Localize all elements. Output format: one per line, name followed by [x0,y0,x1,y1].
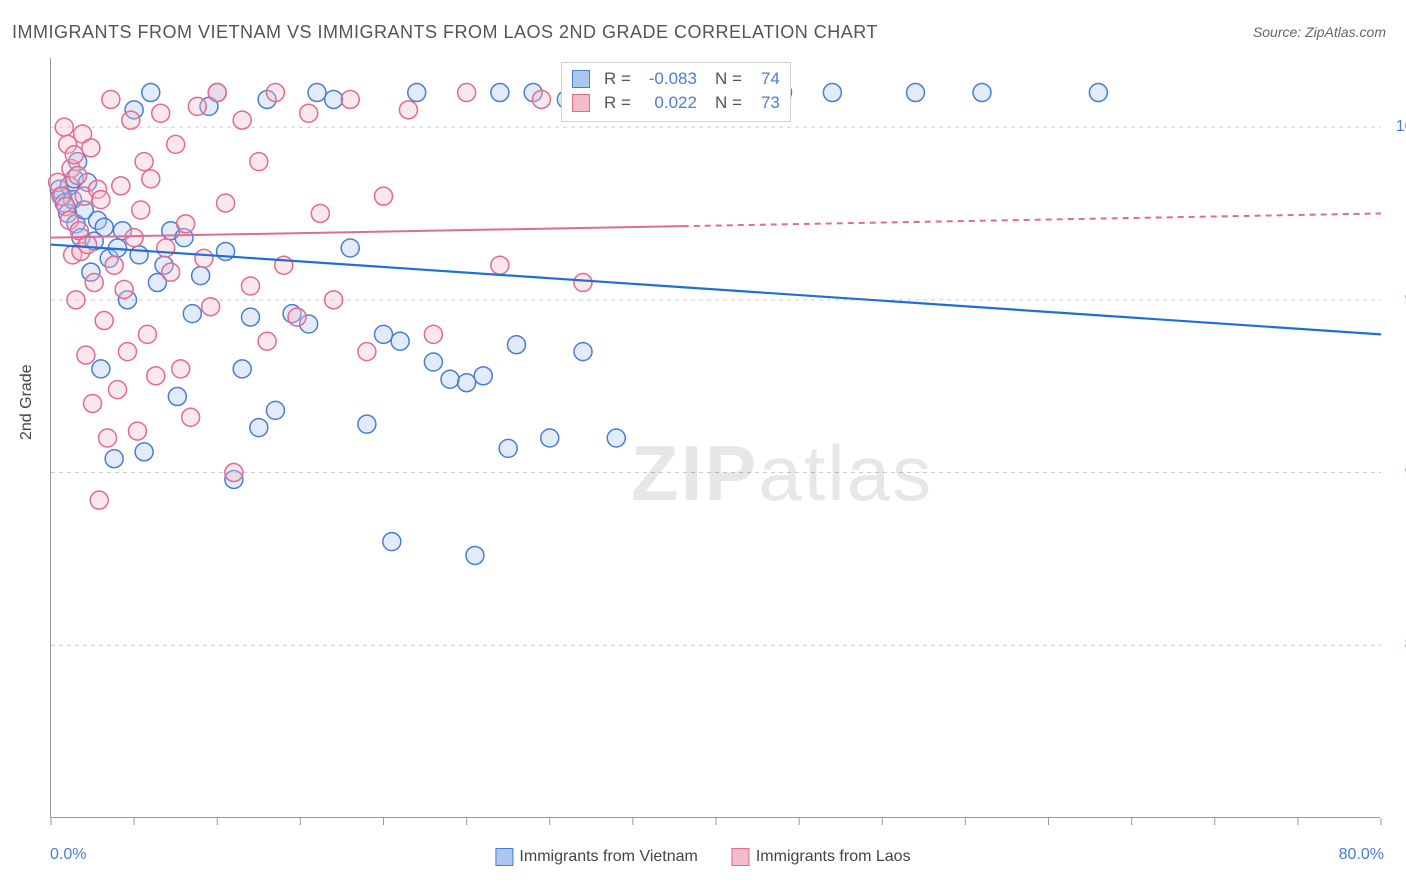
legend-bottom: Immigrants from Vietnam Immigrants from L… [495,848,910,866]
legend-item: Immigrants from Vietnam [495,848,697,866]
stat-n-label: N = [715,69,742,89]
legend-swatch [732,848,750,866]
stat-n-value: 73 [750,93,780,113]
legend-label: Immigrants from Laos [756,848,911,865]
stat-r-label: R = [604,93,631,113]
stat-r-value: 0.022 [639,93,697,113]
stat-swatch [572,70,590,88]
chart-title: IMMIGRANTS FROM VIETNAM VS IMMIGRANTS FR… [12,22,878,43]
stat-n-label: N = [715,93,742,113]
stat-n-value: 74 [750,69,780,89]
legend-swatch [495,848,513,866]
legend-item: Immigrants from Laos [732,848,911,866]
stat-swatch [572,94,590,112]
x-axis-end-label: 80.0% [1339,846,1384,864]
y-axis-label: 2nd Grade [18,364,36,440]
y-tick-label: 100.0% [1396,118,1406,136]
source-attribution: Source: ZipAtlas.com [1253,24,1386,40]
scatter-svg [51,58,1381,818]
stat-r-value: -0.083 [639,69,697,89]
stat-row: R = -0.083 N = 74 [572,67,780,91]
correlation-stat-box: R = -0.083 N = 74 R = 0.022 N = 73 [561,62,791,122]
stat-row: R = 0.022 N = 73 [572,91,780,115]
x-axis-start-label: 0.0% [50,846,86,864]
legend-label: Immigrants from Vietnam [519,848,697,865]
chart-plot-area: R =-0.083N =74R =0.022N =73 ZIPatlas 85.… [50,58,1380,818]
stat-r-label: R = [604,69,631,89]
